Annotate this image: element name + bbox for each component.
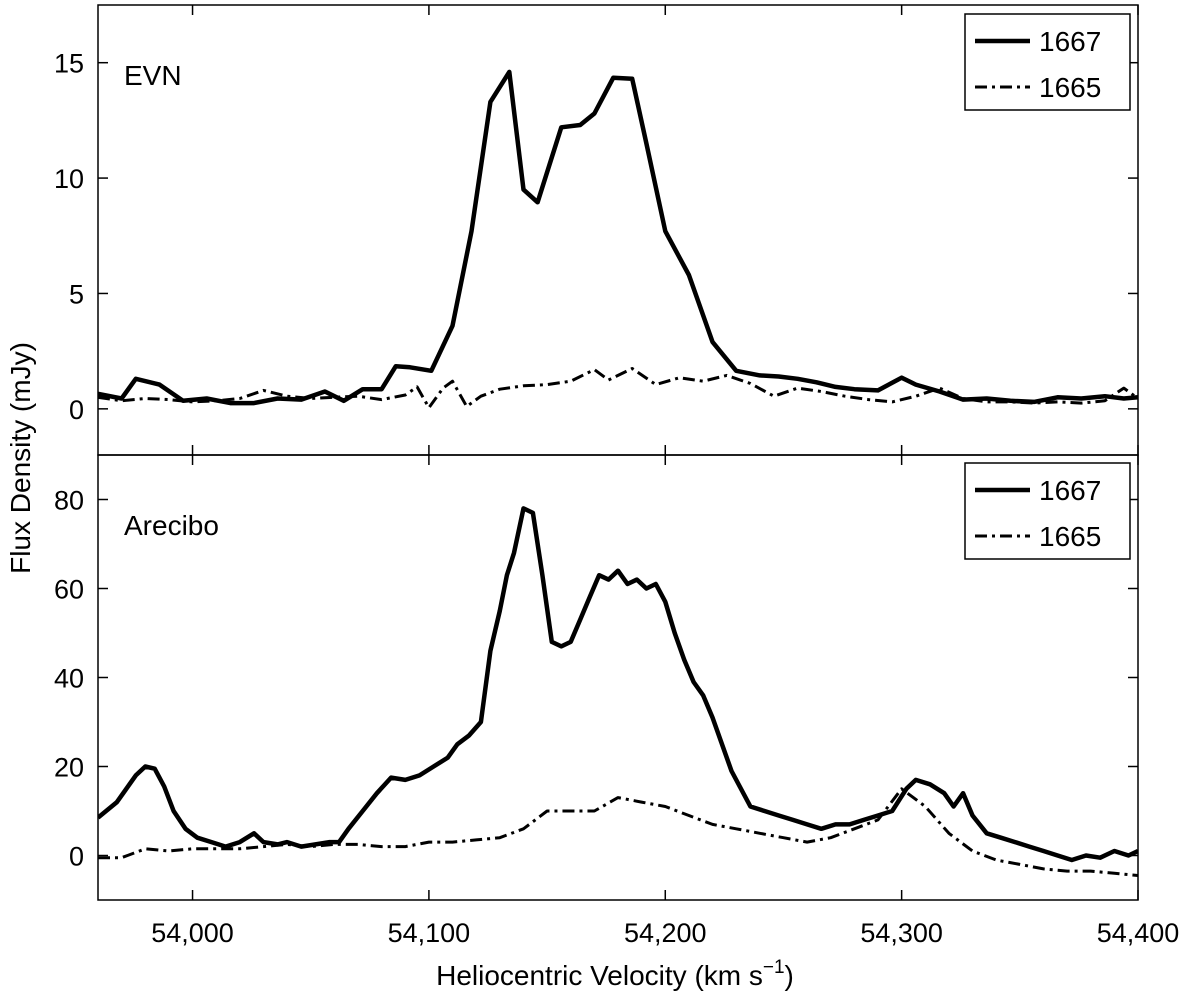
y-tick-label: 15 [54, 49, 84, 79]
series-line-1665 [98, 787, 1138, 877]
series-line-1667 [98, 506, 1138, 863]
y-tick-label: 0 [69, 395, 84, 425]
x-tick-label: 54,200 [624, 918, 707, 948]
y-tick-label: 80 [54, 486, 84, 516]
x-axis-label-close: ) [785, 960, 794, 991]
panel-evn: 0 5 10 15 EVN 1667 1665 [54, 4, 1139, 456]
x-axis-label: Heliocentric Velocity (km s−1) [436, 957, 794, 991]
legend: 1667 1665 [964, 462, 1131, 560]
panel-label: EVN [124, 60, 182, 91]
panel-label: Arecibo [124, 510, 219, 541]
x-tick-label: 54,100 [388, 918, 471, 948]
y-tick-label: 40 [54, 664, 84, 694]
legend-label-1665: 1665 [1039, 72, 1101, 103]
panels: 0 5 10 15 EVN 1667 1665 54,000 54,100 54,200 54,30… [54, 4, 1180, 948]
panel-arecibo: 54,000 54,100 54,200 54,300 54,400 0 20 40 60 80 A… [54, 454, 1180, 948]
x-axis-label-superscript: −1 [763, 957, 785, 978]
x-tick-label: 54,300 [860, 918, 943, 948]
legend-label-1667: 1667 [1039, 475, 1101, 506]
y-axis-label: Flux Density (mJy) [5, 342, 36, 574]
y-tick-label: 5 [69, 279, 84, 309]
y-tick-label: 20 [54, 753, 84, 783]
legend-box [964, 462, 1131, 560]
y-tick-label: 10 [54, 164, 84, 194]
x-axis-label-main: Heliocentric Velocity (km s [436, 960, 763, 991]
x-tick-label: 54,400 [1097, 918, 1180, 948]
legend: 1667 1665 [964, 13, 1131, 111]
series-line-1665 [98, 367, 1138, 410]
legend-box [964, 13, 1131, 111]
legend-label-1665: 1665 [1039, 521, 1101, 552]
x-tick-label: 54,000 [151, 918, 234, 948]
y-tick-label: 0 [69, 842, 84, 872]
y-tick-label: 60 [54, 575, 84, 605]
legend-label-1667: 1667 [1039, 26, 1101, 57]
series-line-1667 [98, 69, 1138, 406]
